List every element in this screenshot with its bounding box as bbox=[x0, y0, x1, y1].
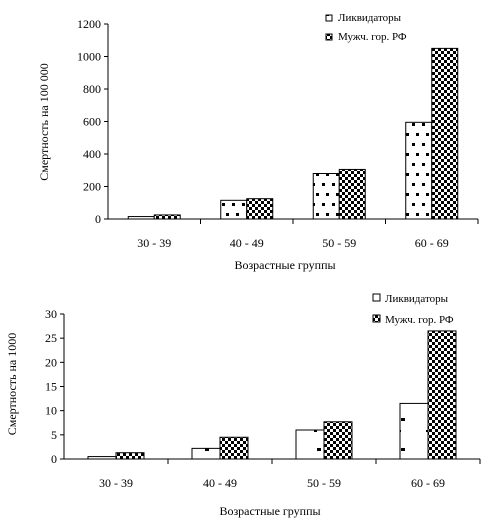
y-axis-title: Смертность на 1000 bbox=[5, 333, 19, 436]
x-tick-label: 60 - 69 bbox=[411, 476, 445, 490]
bar-men-urban bbox=[431, 47, 459, 220]
bar-liquidators bbox=[405, 121, 433, 220]
y-tick-label: 0 bbox=[95, 212, 101, 226]
bar-men-urban bbox=[246, 198, 274, 220]
y-tick-label: 1000 bbox=[77, 50, 101, 64]
y-tick-label: 600 bbox=[83, 115, 101, 129]
bars bbox=[127, 47, 479, 224]
x-tick-label: 60 - 69 bbox=[415, 236, 449, 250]
bar-men-urban bbox=[338, 168, 366, 220]
y-tick-label: 10 bbox=[45, 404, 57, 418]
y-axis-title: Смертность на 100 000 bbox=[37, 63, 51, 181]
y-tick-label: 15 bbox=[45, 380, 57, 394]
y-axis-label: Смертность на 100 000 bbox=[37, 63, 51, 181]
bar-liquidators bbox=[312, 173, 340, 220]
y-tick-label: 1200 bbox=[77, 17, 101, 31]
x-tick-label: 30 - 39 bbox=[137, 236, 171, 250]
x-axis-label: Возрастные группы bbox=[219, 504, 320, 518]
y-tick-label: 200 bbox=[83, 180, 101, 194]
y-tick-label: 20 bbox=[45, 355, 57, 369]
bar-men-urban bbox=[323, 421, 353, 460]
x-tick-label: 50 - 59 bbox=[322, 236, 356, 250]
legend-swatch-liquidators bbox=[372, 293, 381, 302]
bar-men-urban bbox=[115, 452, 145, 460]
legend: Ликвидаторы Мужч. гор. РФ bbox=[325, 12, 407, 43]
x-tick-label: 40 - 49 bbox=[230, 236, 264, 250]
y-ticks: 0 5 10 15 20 25 30 bbox=[45, 307, 64, 466]
legend-label-men: Мужч. гор. РФ bbox=[385, 314, 454, 326]
legend-label-men: Мужч. гор. РФ bbox=[338, 31, 407, 43]
bars bbox=[87, 330, 481, 464]
bar-liquidators bbox=[399, 402, 429, 460]
y-axis-label: Смертность на 1000 bbox=[5, 333, 19, 436]
y-tick-label: 400 bbox=[83, 147, 101, 161]
x-tick-label: 40 - 49 bbox=[203, 476, 237, 490]
y-tick-label: 25 bbox=[45, 331, 57, 345]
bar-liquidators bbox=[191, 447, 221, 460]
y-tick-label: 30 bbox=[45, 307, 57, 321]
chart-bottom: Смертность на 1000 0 5 10 15 20 25 30 30 - 39 4… bbox=[5, 293, 481, 518]
legend-label-liquidators: Ликвидаторы bbox=[338, 12, 402, 24]
category-labels: 30 - 39 40 - 49 50 - 59 60 - 69 bbox=[99, 476, 445, 490]
x-axis-label: Возрастные группы bbox=[234, 258, 335, 272]
bar-liquidators bbox=[295, 429, 325, 460]
y-tick-label: 800 bbox=[83, 82, 101, 96]
bar-liquidators bbox=[220, 199, 248, 220]
y-tick-label: 0 bbox=[51, 452, 57, 466]
legend-label-liquidators: Ликвидаторы bbox=[385, 293, 449, 305]
bar-men-urban bbox=[427, 330, 457, 460]
legend: Ликвидаторы Мужч. гор. РФ bbox=[372, 293, 454, 326]
x-tick-label: 30 - 39 bbox=[99, 476, 133, 490]
bar-men-urban bbox=[153, 214, 181, 220]
y-tick-label: 5 bbox=[51, 428, 57, 442]
legend-swatch-men bbox=[325, 33, 333, 41]
chart-top: Смертность на 100 000 0 200 400 600 800 1000 1… bbox=[37, 12, 479, 272]
legend-swatch-liquidators bbox=[325, 14, 333, 22]
legend-swatch-men bbox=[372, 314, 381, 323]
x-tick-label: 50 - 59 bbox=[307, 476, 341, 490]
category-labels: 30 - 39 40 - 49 50 - 59 60 - 69 bbox=[137, 236, 449, 250]
y-ticks: 0 200 400 600 800 1000 1200 bbox=[77, 17, 108, 226]
bar-men-urban bbox=[219, 436, 249, 460]
